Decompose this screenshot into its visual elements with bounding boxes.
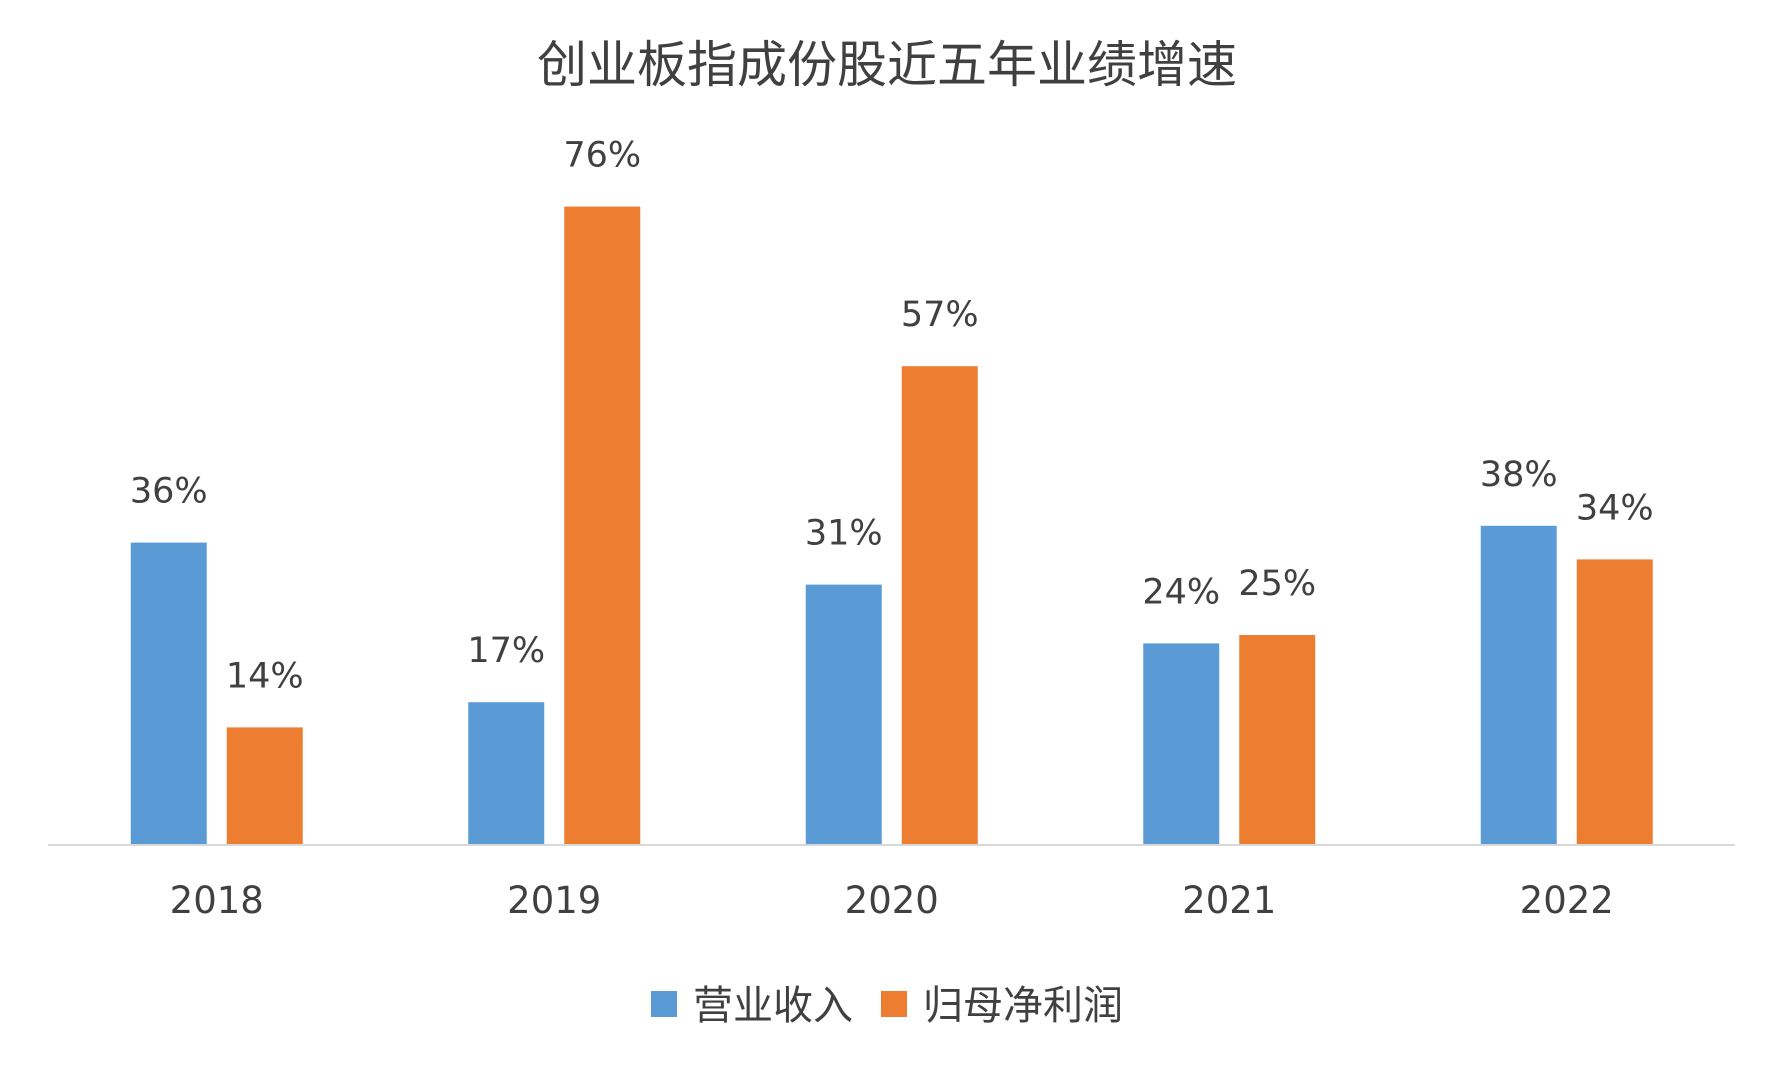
legend-swatch-net-profit <box>881 991 907 1017</box>
x-tick-label-2021: 2021 <box>1182 879 1276 922</box>
data-label-revenue-2020: 31% <box>805 514 883 554</box>
bar-revenue-2021 <box>1143 643 1220 845</box>
data-label-net-profit-2019: 76% <box>563 136 641 176</box>
bar-net-profit-2022 <box>1576 559 1653 845</box>
bar-net-profit-2021 <box>1239 635 1316 845</box>
bar-net-profit-2019 <box>564 206 641 846</box>
data-label-net-profit-2021: 25% <box>1238 564 1316 604</box>
bar-revenue-2019 <box>468 702 545 845</box>
x-tick-label-2019: 2019 <box>507 879 601 922</box>
bar-revenue-2020 <box>805 584 882 845</box>
bar-net-profit-2018 <box>226 727 303 845</box>
data-label-net-profit-2020: 57% <box>901 295 979 335</box>
x-tick-label-2018: 2018 <box>170 879 264 922</box>
bar-net-profit-2020 <box>901 366 978 845</box>
legend: 营业收入 归母净利润 <box>651 983 1123 1029</box>
plot-area: 36% 14% 17% 76% 31% 57% 24% 25% 38% 34% <box>130 136 1654 846</box>
chart-title: 创业板指成份股近五年业绩增速 <box>537 36 1237 94</box>
x-tick-label-2022: 2022 <box>1520 879 1614 922</box>
data-label-revenue-2019: 17% <box>467 631 545 671</box>
x-axis-tick-labels: 2018 2019 2020 2021 2022 <box>170 879 1614 922</box>
bar-revenue-2022 <box>1480 525 1557 845</box>
data-label-net-profit-2018: 14% <box>226 656 304 696</box>
legend-label-revenue: 营业收入 <box>693 983 853 1029</box>
data-label-revenue-2021: 24% <box>1142 572 1220 612</box>
x-tick-label-2020: 2020 <box>845 879 939 922</box>
data-label-net-profit-2022: 34% <box>1576 488 1654 528</box>
legend-label-net-profit: 归母净利润 <box>923 983 1123 1029</box>
data-label-revenue-2022: 38% <box>1480 455 1558 495</box>
bar-revenue-2018 <box>130 542 207 845</box>
legend-swatch-revenue <box>651 991 677 1017</box>
data-label-revenue-2018: 36% <box>130 472 208 512</box>
